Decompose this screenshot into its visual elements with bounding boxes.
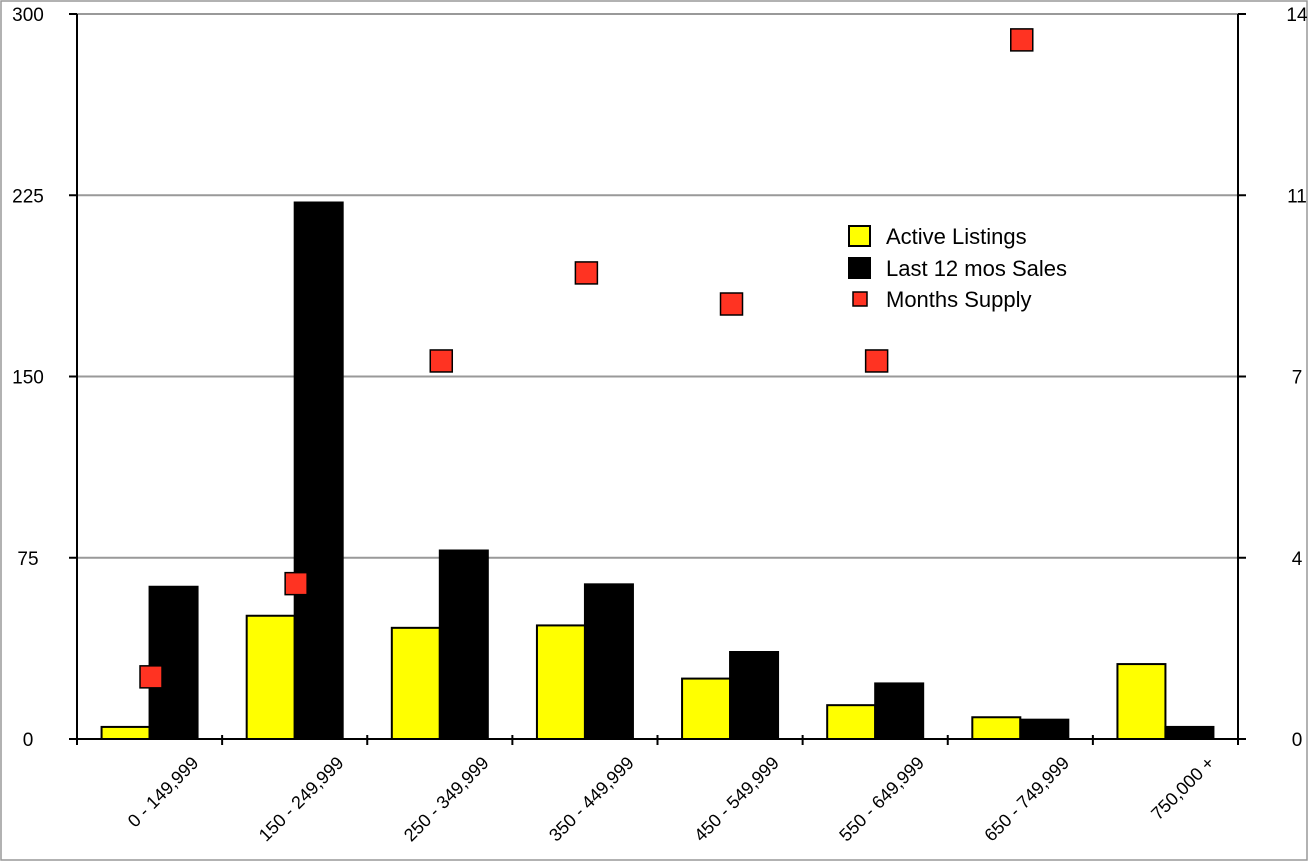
left-axis-tick-label: 225 — [12, 186, 44, 207]
bar-active-listings — [390, 626, 441, 740]
months-supply-marker — [429, 349, 454, 373]
bar-last-12-mos-sales — [1164, 725, 1215, 741]
months-supply-marker — [1010, 28, 1034, 52]
legend-label: Active Listings — [886, 224, 1027, 249]
right-axis-tick-label: 0 — [1292, 730, 1303, 751]
gridlines — [77, 13, 1238, 559]
left-axis-tick-label: 150 — [12, 368, 44, 389]
legend: Active Listings Last 12 mos Sales Months S… — [848, 224, 1067, 312]
bar-active-listings — [100, 725, 151, 741]
legend-label: Last 12 mos Sales — [886, 256, 1067, 281]
months-supply-marker — [139, 665, 163, 689]
months-supply-markers — [139, 28, 1034, 689]
legend-swatch-last-12-mos-sales — [848, 257, 871, 279]
bar-last-12-mos-sales — [293, 201, 344, 740]
bar-active-listings — [826, 704, 877, 741]
legend-swatch-months-supply — [852, 291, 868, 307]
left-axis-tick-label: 75 — [17, 549, 38, 570]
bar-last-12-mos-sales — [874, 682, 925, 741]
bar-last-12-mos-sales — [583, 583, 634, 740]
months-supply-marker — [719, 292, 744, 316]
left-axis-tick-label: 0 — [23, 730, 34, 751]
legend-swatch-active-listings — [848, 225, 871, 247]
bar-last-12-mos-sales — [729, 651, 780, 740]
months-supply-marker — [864, 349, 889, 373]
right-axis-tick-label: 14 — [1286, 5, 1308, 26]
bar-last-12-mos-sales — [148, 585, 199, 740]
right-axis-tick-label: 4 — [1292, 549, 1303, 570]
months-supply-marker — [284, 571, 308, 596]
bar-active-listings — [535, 624, 586, 741]
bar-active-listings — [245, 614, 296, 740]
bars — [100, 201, 1215, 741]
bar-last-12-mos-sales — [438, 549, 489, 740]
legend-label: Months Supply — [886, 287, 1032, 312]
bar-active-listings — [971, 716, 1022, 740]
right-axis-tick-label: 11 — [1287, 186, 1307, 207]
months-supply-marker — [574, 261, 599, 285]
bar-last-12-mos-sales — [1019, 718, 1070, 741]
right-axis-tick-label: 7 — [1292, 368, 1303, 389]
bar-active-listings — [1116, 663, 1167, 740]
left-axis-tick-label: 300 — [12, 5, 44, 26]
axes — [69, 13, 1246, 745]
left-axis-tick-labels: 0 75 150 225 300 — [12, 5, 44, 751]
right-axis-tick-labels: 0 4 7 11 14 — [1286, 5, 1308, 751]
bar-active-listings — [681, 677, 732, 740]
